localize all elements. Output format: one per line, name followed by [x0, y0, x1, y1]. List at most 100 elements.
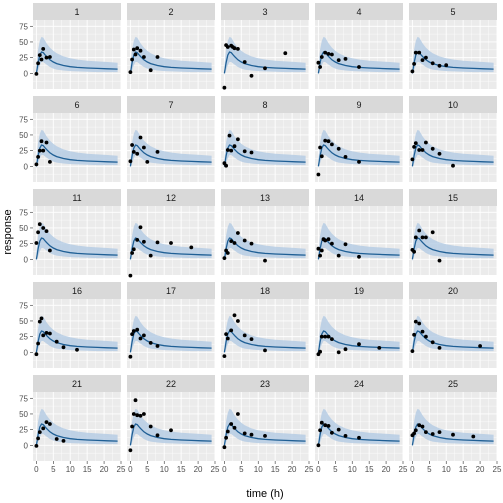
observed-point: [357, 160, 361, 164]
y-tick-label: 25: [19, 333, 28, 342]
observed-point: [37, 148, 42, 153]
facet-strip: [33, 3, 121, 20]
facet-panel-18: 18: [221, 282, 310, 368]
observed-point: [145, 160, 150, 164]
median-prediction-line: [411, 423, 494, 446]
y-tick-label: 0: [24, 255, 29, 264]
observed-point: [138, 135, 143, 140]
observed-point: [44, 55, 49, 60]
observed-point: [130, 57, 135, 62]
observed-point: [336, 253, 341, 258]
observed-point: [336, 427, 341, 432]
x-tick-label: 20: [100, 465, 109, 474]
observed-point: [318, 428, 322, 433]
observed-point: [135, 151, 140, 156]
facet-strip-label: 24: [354, 379, 364, 389]
observed-point: [424, 430, 428, 434]
observed-point: [343, 155, 348, 159]
facet-strip: [221, 189, 309, 206]
prediction-interval-band: [318, 408, 400, 448]
prediction-interval-band: [36, 222, 118, 262]
observed-point: [343, 57, 348, 61]
x-tick-label: 5: [239, 465, 244, 474]
x-axis-ticks: 0 5 10 15 20 25 0 5 10 15 20 25 0 5 10 15 20 25 0 5 10 15 20 25…: [34, 461, 502, 474]
observed-point: [417, 50, 422, 55]
observed-point: [189, 245, 194, 250]
prediction-interval-band: [224, 36, 306, 76]
observed-point: [36, 155, 40, 159]
facet-strip: [409, 3, 497, 20]
facet-strip-label: 25: [448, 379, 458, 389]
observed-point: [323, 334, 328, 339]
facet-strip-label: 15: [448, 193, 458, 203]
observed-point: [41, 426, 46, 431]
y-tick-label: 50: [19, 131, 28, 140]
observed-point: [225, 429, 230, 434]
observed-point: [437, 151, 442, 156]
observed-point: [36, 436, 40, 441]
x-tick-label: 25: [305, 465, 314, 474]
facet-strip: [409, 282, 497, 299]
observed-point: [413, 141, 418, 146]
prediction-interval-band: [130, 408, 212, 448]
median-prediction-line: [35, 237, 118, 260]
x-tick-label: 10: [254, 465, 263, 474]
observed-point: [357, 254, 361, 259]
observed-point: [318, 145, 322, 150]
observed-point: [236, 319, 240, 323]
observed-point: [232, 425, 237, 430]
facet-strip-label: 18: [260, 286, 270, 296]
observed-point: [44, 229, 49, 234]
facet-strip: [33, 96, 121, 113]
observed-point: [133, 398, 138, 403]
facet-strip: [127, 189, 215, 206]
observed-point: [444, 63, 449, 68]
prediction-interval-band: [36, 129, 118, 169]
observed-point: [330, 142, 334, 147]
y-tick-label: 0: [24, 348, 29, 357]
observed-point: [54, 437, 59, 441]
prediction-interval-band: [318, 315, 400, 355]
observed-point: [34, 72, 39, 76]
facet-panel-11: 11 0 25 50 75: [19, 189, 122, 275]
observed-point: [437, 258, 442, 263]
observed-point: [318, 349, 322, 354]
observed-point: [142, 145, 146, 150]
observed-point: [242, 431, 247, 436]
observed-point: [222, 256, 227, 260]
facet-panel-12: 12: [127, 189, 216, 278]
x-axis-title: time (h): [246, 488, 283, 500]
observed-point: [323, 50, 328, 55]
facet-panel-16: 16 0 25 50 75: [19, 282, 122, 368]
observed-point: [41, 47, 46, 51]
observed-point: [34, 162, 39, 167]
facet-strip: [33, 282, 121, 299]
observed-point: [318, 65, 322, 69]
x-tick-label: 15: [83, 465, 92, 474]
observed-point: [227, 133, 232, 138]
observed-point: [131, 412, 136, 416]
observed-point: [330, 430, 334, 435]
facet-strip-label: 17: [166, 286, 176, 296]
observed-point: [155, 55, 160, 59]
observed-point: [138, 336, 143, 341]
observed-point: [135, 46, 140, 51]
facet-panel-23: 23: [221, 375, 310, 461]
observed-point: [336, 350, 341, 355]
observed-point: [451, 432, 455, 437]
observed-point: [412, 145, 416, 149]
facet-panel-10: 10: [409, 96, 498, 182]
observed-point: [410, 349, 415, 353]
observed-point: [413, 319, 418, 324]
facet-panel-4: 4: [315, 3, 404, 89]
observed-point: [48, 422, 52, 426]
observed-point: [48, 331, 52, 336]
observed-point: [316, 60, 321, 65]
observed-point: [48, 248, 52, 253]
observed-point: [222, 445, 227, 450]
observed-point: [412, 332, 416, 337]
observed-point: [148, 341, 153, 345]
x-tick-label: 10: [160, 465, 169, 474]
facet-strip: [127, 282, 215, 299]
